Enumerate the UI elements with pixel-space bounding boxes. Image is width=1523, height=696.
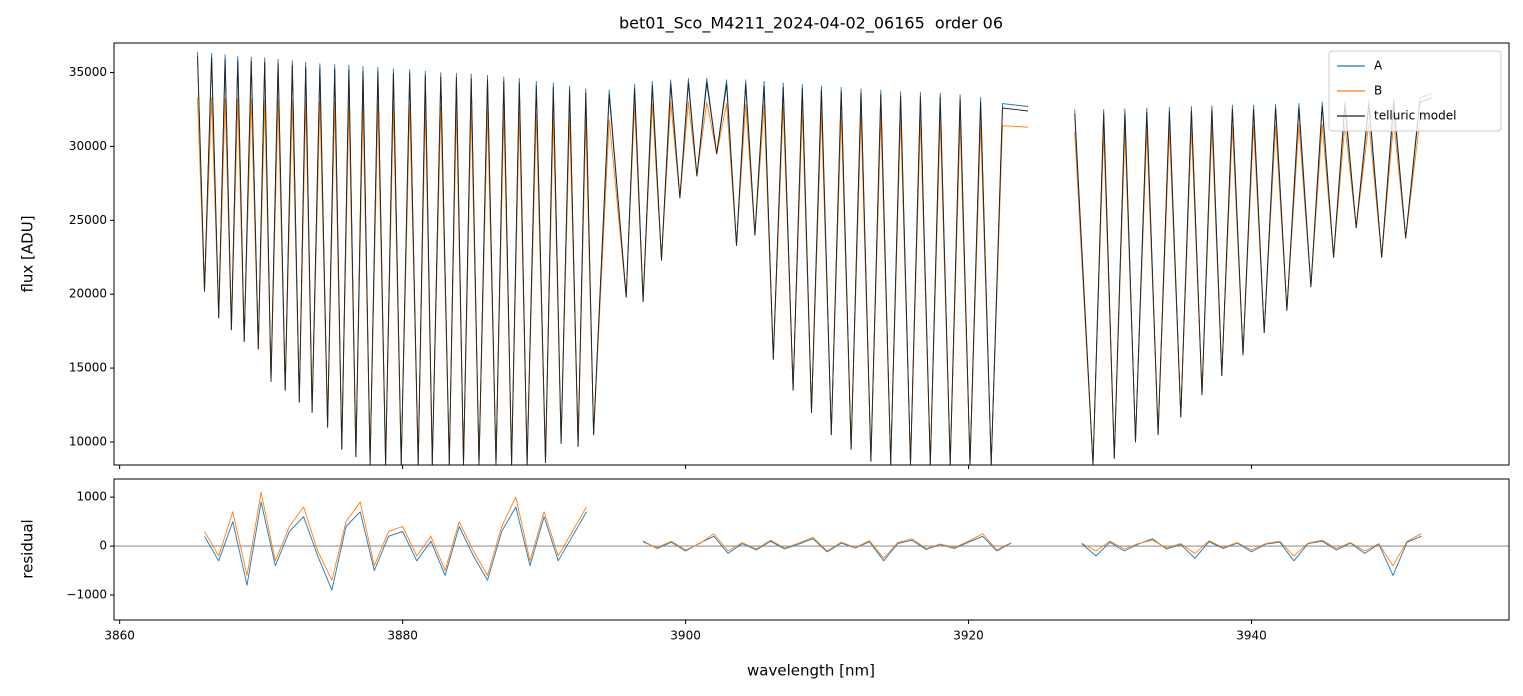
legend-label: A [1374,59,1383,73]
axes-frame [113,42,1510,466]
x-tick-label: 3900 [670,629,701,643]
y-axis-label: flux [ADU] [19,215,37,292]
y-tick-label: 15000 [69,361,107,375]
y-tick-label: −1000 [66,588,107,602]
y-tick-label: 1000 [76,490,107,504]
axes-frame [113,478,1510,621]
plot-area [114,491,1509,591]
x-tick-label: 3920 [953,629,984,643]
x-axis-label: wavelength [nm] [747,662,875,680]
y-tick-label: 20000 [69,287,107,301]
legend-label: B [1374,84,1382,98]
plot-area [197,51,1433,465]
y-axis-label: residual [19,519,37,578]
y-tick-label: 10000 [69,434,107,448]
series-line [204,491,1422,581]
legend-label: telluric model [1374,109,1456,123]
x-tick-label: 3940 [1236,629,1267,643]
y-tick-label: 30000 [69,139,107,153]
y-tick-label: 25000 [69,213,107,227]
y-tick-label: 0 [99,539,107,553]
y-tick-label: 35000 [69,65,107,79]
legend-box [1328,50,1502,132]
series-line [197,56,1433,465]
x-tick-label: 3860 [104,629,135,643]
x-tick-label: 3880 [387,629,418,643]
chart-title: bet01_Sco_M4211_2024-04-02_06165 order 0… [619,14,1003,34]
